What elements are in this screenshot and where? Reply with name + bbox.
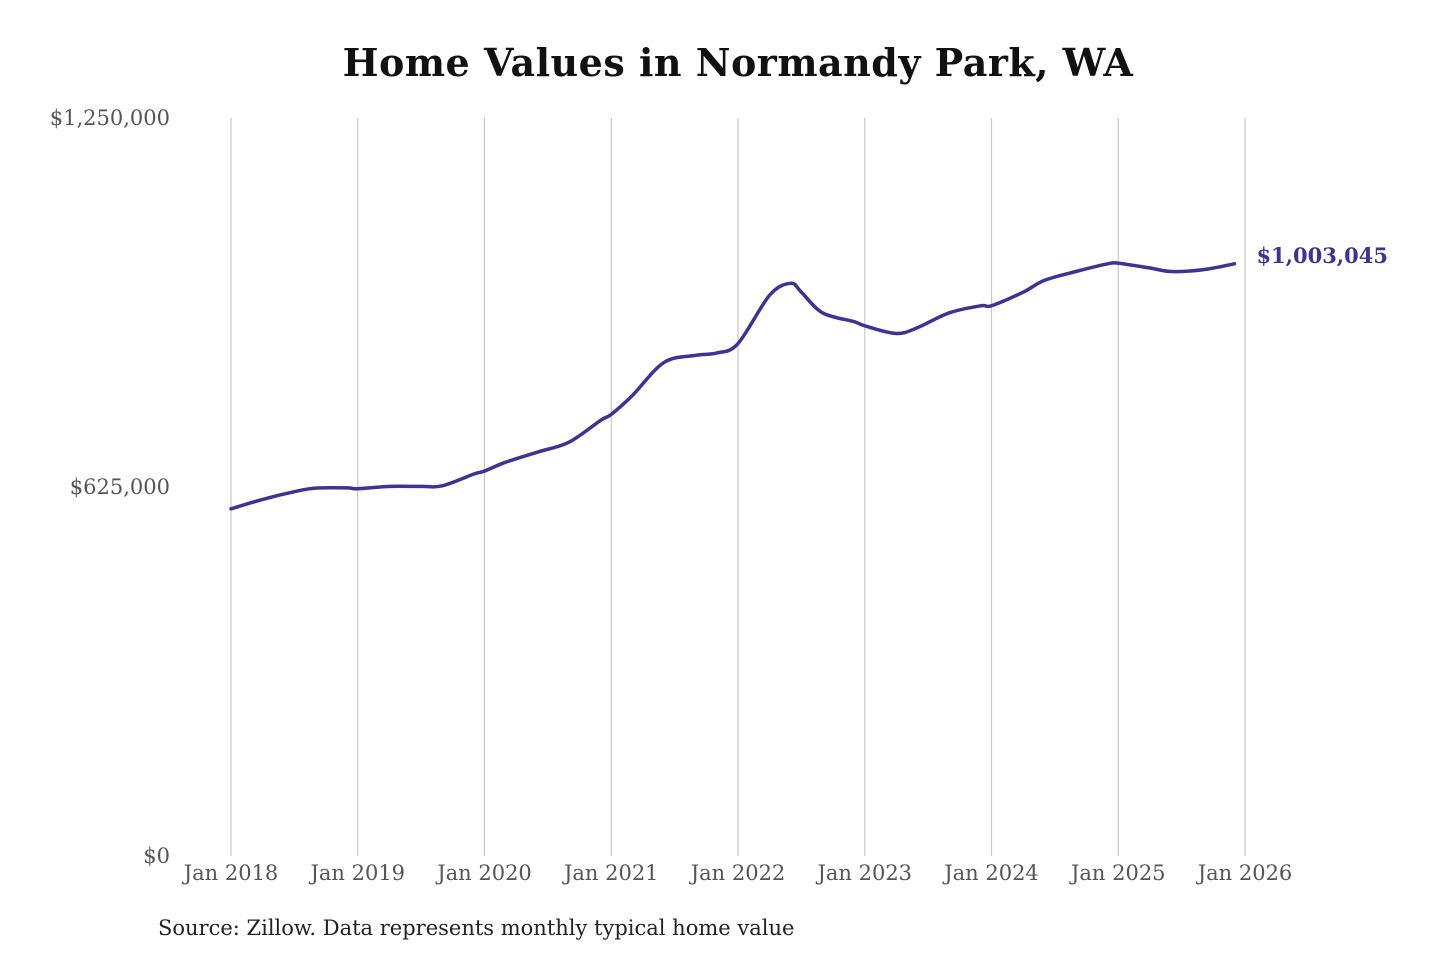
y-tick-label: $625,000	[70, 475, 170, 499]
data-point	[609, 412, 613, 416]
data-point	[599, 418, 603, 422]
data-point	[990, 304, 994, 308]
data-point	[535, 450, 539, 454]
data-point	[947, 311, 951, 315]
data-point	[1116, 261, 1120, 265]
data-point	[736, 342, 740, 346]
x-tick-label: Jan 2024	[942, 861, 1039, 885]
data-point	[356, 487, 360, 491]
data-point	[768, 293, 772, 297]
end-value-label: $1,003,045	[1256, 243, 1388, 268]
data-point	[894, 332, 898, 336]
data-point	[567, 440, 571, 444]
data-point	[483, 469, 487, 473]
data-point	[1148, 266, 1152, 270]
data-point	[1074, 270, 1078, 274]
x-tick-label: Jan 2021	[562, 861, 659, 885]
data-point	[261, 497, 265, 501]
gridlines	[230, 118, 1246, 856]
data-point	[292, 490, 296, 494]
data-point	[1232, 262, 1236, 266]
data-point	[852, 320, 856, 324]
y-tick-label: $1,250,000	[50, 106, 170, 130]
series-layer: $1,003,045	[229, 243, 1388, 511]
source-note: Source: Zillow. Data represents monthly …	[158, 916, 795, 940]
data-point	[345, 486, 349, 490]
y-axis-ticks: $0 $625,000 $1,250,000	[50, 106, 170, 868]
data-point	[789, 281, 793, 285]
data-point	[440, 484, 444, 488]
y-tick-label: $0	[143, 844, 170, 868]
data-point	[229, 507, 233, 511]
data-point	[715, 351, 719, 355]
x-tick-label: Jan 2019	[308, 861, 405, 885]
chart-title: Home Values in Normandy Park, WA	[342, 40, 1134, 85]
data-point	[419, 484, 423, 488]
x-tick-label: Jan 2018	[182, 861, 279, 885]
data-point	[916, 326, 920, 330]
series-line-0	[229, 261, 1237, 511]
data-point	[799, 290, 803, 294]
data-point	[387, 484, 391, 488]
x-tick-label: Jan 2025	[1069, 861, 1166, 885]
data-point	[662, 360, 666, 364]
data-point	[1201, 268, 1205, 272]
x-tick-label: Jan 2022	[689, 861, 786, 885]
x-axis-ticks: Jan 2018 Jan 2019 Jan 2020 Jan 2021 Jan 2022…	[182, 861, 1293, 885]
data-point	[979, 304, 983, 308]
data-point	[821, 311, 825, 315]
data-point	[1021, 290, 1025, 294]
data-point	[1169, 270, 1173, 274]
x-tick-label: Jan 2023	[815, 861, 912, 885]
data-point	[863, 324, 867, 328]
data-point	[504, 460, 508, 464]
data-point	[630, 393, 634, 397]
x-tick-label: Jan 2020	[435, 861, 532, 885]
x-tick-label: Jan 2026	[1196, 861, 1293, 885]
data-point	[472, 472, 476, 476]
data-point	[694, 353, 698, 357]
data-point	[314, 486, 318, 490]
data-point	[1106, 262, 1110, 266]
data-point	[1042, 278, 1046, 282]
